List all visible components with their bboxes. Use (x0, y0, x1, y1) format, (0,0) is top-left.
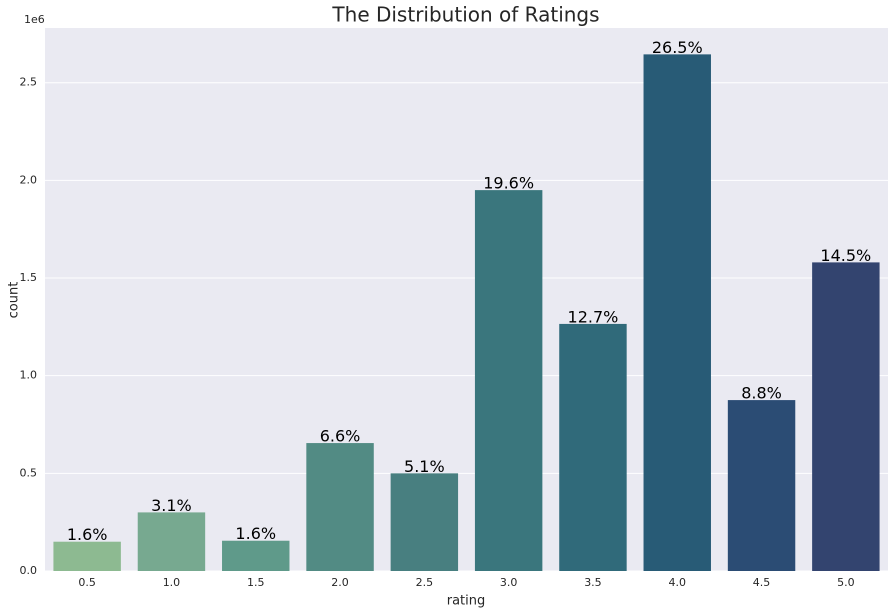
x-tick-label: 4.0 (669, 576, 687, 589)
bar (812, 262, 880, 571)
y-tick-label: 1.0 (20, 369, 38, 382)
bar (559, 323, 627, 571)
bar-annotation: 19.6% (483, 174, 534, 193)
x-tick-label: 0.5 (78, 576, 96, 589)
bar-annotation: 8.8% (741, 384, 782, 403)
y-tick-label: 1.5 (20, 271, 38, 284)
bar-annotation: 1.6% (67, 525, 108, 544)
x-tick-label: 4.5 (753, 576, 771, 589)
x-tick-label: 1.5 (247, 576, 265, 589)
bar-annotation: 5.1% (404, 457, 445, 476)
bar (137, 512, 206, 571)
bar-annotation: 12.7% (568, 307, 619, 326)
y-tick-label: 2.5 (20, 76, 38, 89)
bar-annotation: 1.6% (235, 524, 276, 543)
bar (53, 541, 121, 571)
x-axis-label: rating (447, 594, 486, 609)
y-tick-label: 0.5 (20, 466, 38, 479)
chart-title: The Distribution of Ratings (331, 3, 599, 27)
bar-annotation: 6.6% (320, 427, 361, 446)
y-axis-label: count (7, 282, 22, 319)
x-tick-label: 3.5 (584, 576, 602, 589)
y-tick-label: 2.0 (20, 173, 38, 186)
bar-annotation: 26.5% (652, 38, 703, 57)
x-tick-label: 2.5 (416, 576, 434, 589)
x-tick-label: 2.0 (331, 576, 349, 589)
y-tick-label: 0.0 (20, 564, 38, 577)
bar (222, 540, 290, 571)
bar (643, 54, 711, 571)
bar (390, 473, 459, 571)
bar-annotation: 14.5% (820, 246, 871, 265)
bar (306, 443, 374, 571)
bar (727, 400, 796, 571)
x-tick-label: 3.0 (500, 576, 518, 589)
bar-annotation: 3.1% (151, 496, 192, 515)
bar (474, 190, 543, 571)
y-offset-label: 1e6 (24, 13, 45, 26)
x-tick-label: 5.0 (837, 576, 855, 589)
x-tick-label: 1.0 (163, 576, 181, 589)
